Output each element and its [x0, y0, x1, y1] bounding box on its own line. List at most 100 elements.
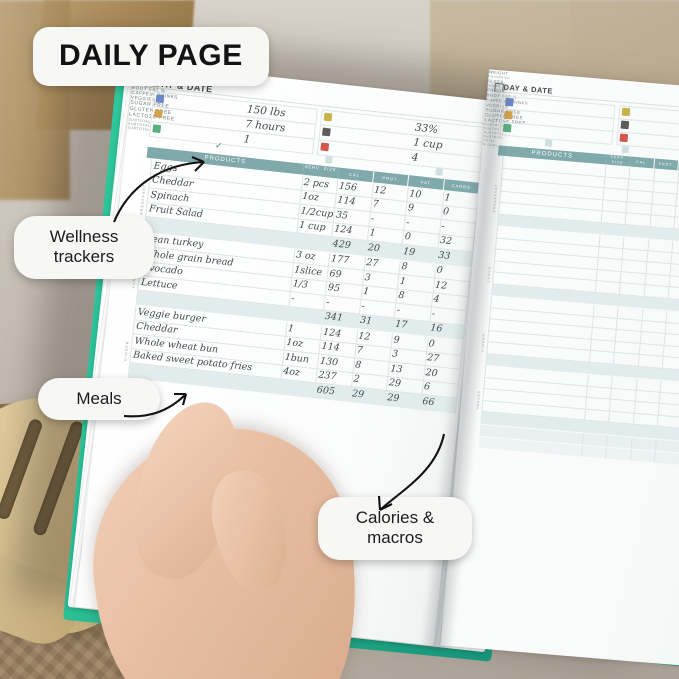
cell-prot[interactable]: 7 [372, 198, 380, 211]
tracker-value[interactable]: 1 [243, 133, 251, 146]
subtotal-carbs: 66 [421, 395, 436, 408]
cell-serv[interactable]: 1slice [293, 263, 323, 278]
cell-carbs[interactable]: 1 [444, 191, 452, 204]
cell-carbs[interactable]: 0 [442, 206, 450, 218]
diet-flag-checkbox[interactable] [621, 145, 629, 154]
tomato-icon [619, 133, 629, 142]
cell-fat[interactable]: 8 [400, 260, 409, 273]
cell-serv[interactable]: 1 cup [298, 219, 327, 234]
cell-fat[interactable]: - [405, 216, 411, 228]
col-header-prot: PROT. [654, 158, 679, 171]
cell-serv[interactable]: - [290, 292, 295, 304]
cell-serv[interactable]: 1oz [285, 336, 304, 350]
pencil-icon [621, 107, 631, 116]
cell-fat[interactable]: 13 [389, 362, 404, 376]
callout-wellness-trackers: Wellness trackers [14, 216, 154, 279]
callout-calories-macros: Calories & macros [318, 497, 472, 560]
cell-prot[interactable]: 7 [356, 344, 364, 357]
cell-fat[interactable]: 8 [397, 289, 405, 302]
cell-prot[interactable]: 3 [364, 271, 372, 284]
tracker-value[interactable]: 33% [414, 121, 439, 137]
daily-page-badge-label: DAILY PAGE [59, 39, 243, 72]
cell-prot[interactable]: 12 [373, 184, 387, 197]
cell-cal[interactable]: 124 [322, 326, 342, 340]
cell-prot[interactable]: 1 [368, 227, 377, 239]
cell-serv[interactable]: 1/2cup [300, 205, 334, 220]
cell-prot[interactable]: 2 [353, 373, 361, 385]
cell-carbs[interactable]: 4 [432, 293, 441, 306]
cell-serv[interactable]: 1oz [301, 190, 320, 204]
cell-fat[interactable]: - [396, 304, 401, 316]
daily-page-badge: DAILY PAGE [33, 27, 269, 86]
cell-prot[interactable]: 12 [357, 330, 371, 343]
coffee-icon [322, 127, 331, 136]
subtotal-prot: 29 [351, 387, 365, 401]
cell-fat[interactable]: 10 [408, 187, 423, 201]
cell-fat[interactable]: 9 [392, 333, 401, 346]
cell-carbs[interactable]: 32 [439, 234, 453, 248]
cell-fat[interactable]: 9 [407, 202, 415, 214]
cell-cal[interactable]: 130 [319, 355, 339, 369]
cell-cal[interactable]: 177 [330, 253, 350, 267]
cell-prot[interactable]: 1 [362, 285, 370, 298]
cell-product[interactable]: Eggs [153, 160, 179, 174]
cell-serv[interactable]: 1 [287, 322, 295, 335]
callout-wellness-line1: Wellness [49, 227, 119, 246]
check-icon[interactable]: ✓ [214, 141, 224, 152]
subtotal-fat: 19 [402, 245, 416, 258]
diet-flag-checkbox[interactable] [544, 139, 553, 147]
cell-cal[interactable]: 237 [317, 369, 338, 383]
callout-meals: Meals [38, 378, 160, 421]
cell-carbs[interactable]: 0 [428, 337, 436, 350]
moon-icon [154, 108, 163, 118]
subtotal-fat: 17 [394, 318, 408, 331]
cell-cal[interactable]: 69 [328, 267, 343, 280]
subtotal-cal: 429 [332, 237, 352, 251]
cell-serv[interactable]: 1/3 [292, 278, 309, 291]
cell-carbs[interactable]: - [431, 307, 436, 320]
subtotal-cal: 605 [316, 383, 336, 397]
tracker-value[interactable]: 4 [411, 151, 419, 165]
cell-cal[interactable]: 35 [335, 209, 349, 222]
cell-prot[interactable]: - [360, 300, 366, 312]
cell-cal[interactable]: 156 [338, 180, 358, 194]
subtotal-prot: 20 [367, 241, 381, 254]
callout-wellness-line2: trackers [53, 247, 115, 267]
cell-fat[interactable]: 3 [391, 348, 399, 360]
diet-flag-checkbox[interactable] [435, 168, 444, 176]
cell-fat[interactable]: 29 [388, 377, 402, 390]
cell-prot[interactable]: 27 [365, 257, 379, 270]
cell-serv[interactable]: 2 pcs [303, 176, 330, 191]
cell-carbs[interactable]: 0 [436, 264, 444, 277]
cell-prot[interactable]: 8 [354, 358, 362, 371]
cell-prot[interactable]: - [370, 212, 375, 225]
col-header-servsize: SERV. SIZE [605, 154, 630, 167]
cell-cal[interactable]: 114 [320, 340, 341, 354]
cell-carbs[interactable]: 6 [423, 381, 431, 393]
row-divider [484, 376, 679, 397]
cell-serv[interactable]: 3 oz [295, 249, 317, 263]
cell-cal[interactable]: 124 [333, 223, 353, 237]
cell-cal[interactable]: 114 [336, 194, 357, 208]
cell-carbs[interactable]: 27 [426, 352, 440, 365]
cell-carbs[interactable]: - [440, 220, 446, 232]
row-divider [494, 259, 679, 280]
cell-cal[interactable]: - [325, 296, 331, 308]
scale-icon [155, 93, 165, 103]
cell-carbs[interactable]: 12 [434, 279, 448, 292]
subtotal-prot: 31 [359, 314, 373, 327]
row-divider [490, 306, 679, 327]
cell-fat[interactable]: 0 [404, 231, 412, 243]
subtotal-carbs: 16 [429, 322, 444, 335]
cell-carbs[interactable]: 20 [425, 366, 439, 379]
cell-cal[interactable]: 95 [327, 282, 341, 295]
coffee-icon [620, 120, 630, 129]
diet-flag-checkbox[interactable] [325, 156, 333, 164]
subtotal-cal: 341 [324, 310, 344, 324]
cell-fat[interactable]: 1 [399, 275, 407, 287]
subtotal-fat: 29 [386, 391, 400, 404]
cell-serv[interactable]: 1bun [284, 351, 310, 365]
cell-serv[interactable]: 4oz [282, 365, 301, 379]
col-header-cal: CAL. [629, 156, 655, 169]
